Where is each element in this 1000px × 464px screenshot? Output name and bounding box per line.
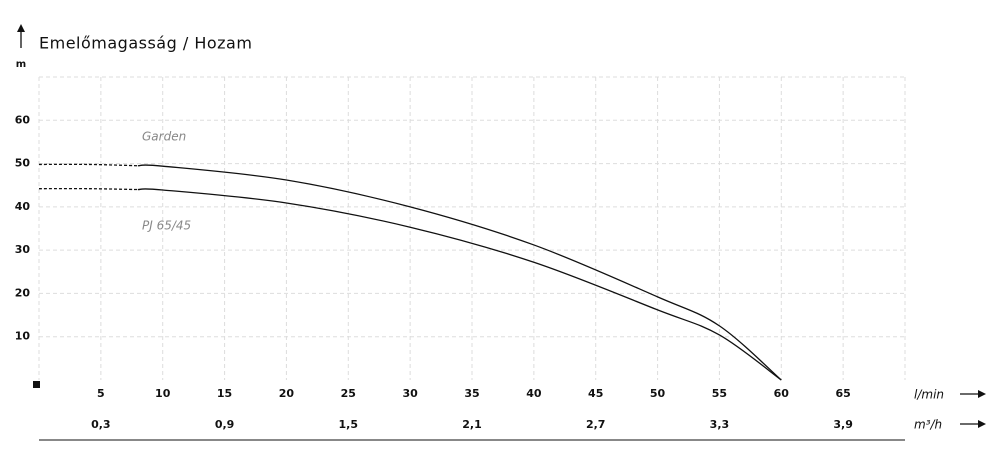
x2-tick-label: 1,5: [339, 418, 359, 431]
pump-curve: [137, 188, 782, 381]
x2-tick-label: 0,3: [91, 418, 111, 431]
y-tick-label: 10: [15, 330, 31, 343]
y-arrow-head: [17, 24, 25, 32]
x-tick-label: 15: [217, 387, 232, 400]
y-tick-label: 40: [15, 200, 31, 213]
extrapolated-curve: [38, 163, 138, 167]
x2-label: m³/h: [914, 418, 942, 432]
y-tick-label: 20: [15, 286, 31, 299]
y-tick-label: 50: [15, 157, 31, 170]
series-label: Garden: [142, 130, 186, 144]
y-label: m: [16, 59, 26, 70]
x2-arrow-head: [978, 420, 986, 428]
x2-tick-label: 2,1: [462, 418, 482, 431]
x-tick-label: 5: [97, 387, 105, 400]
x-tick-label: 55: [712, 387, 727, 400]
x-tick-label: 40: [526, 387, 542, 400]
x-tick-label: 20: [279, 387, 295, 400]
pump-curve: [137, 164, 782, 381]
x-tick-label: 35: [464, 387, 479, 400]
x-tick-label: 30: [402, 387, 418, 400]
x2-tick-label: 3,3: [710, 418, 730, 431]
x2-tick-label: 3,9: [833, 418, 853, 431]
x-tick-label: 50: [650, 387, 666, 400]
x-arrow-head: [978, 390, 986, 398]
x2-tick-label: 0,9: [215, 418, 235, 431]
origin-marker: [33, 381, 40, 388]
x-tick-label: 60: [774, 387, 790, 400]
series-label: PJ 65/45: [142, 219, 191, 233]
extrapolated-curve: [38, 187, 138, 191]
y-tick-label: 60: [15, 113, 31, 126]
x-tick-label: 25: [341, 387, 356, 400]
x-label: l/min: [914, 388, 944, 402]
x2-tick-label: 2,7: [586, 418, 606, 431]
x-tick-label: 10: [155, 387, 171, 400]
y-tick-label: 30: [15, 243, 31, 256]
chart-title: Emelőmagasság / Hozam: [39, 34, 252, 53]
x-tick-label: 45: [588, 387, 603, 400]
x-tick-label: 65: [835, 387, 850, 400]
